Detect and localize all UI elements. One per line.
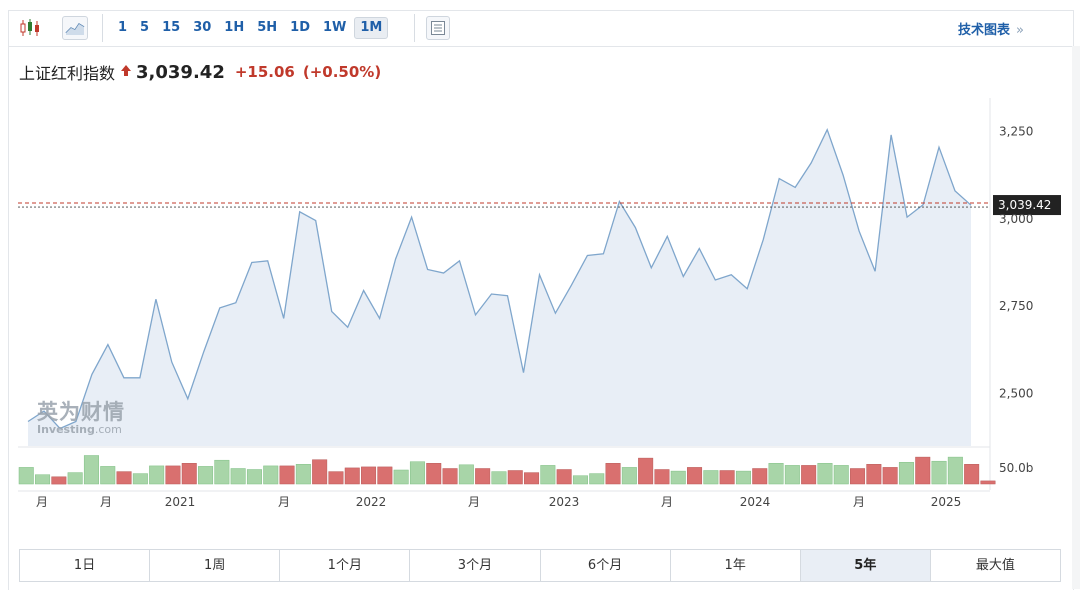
volume-bar: [166, 466, 181, 484]
volume-bar: [964, 464, 979, 484]
volume-bar: [215, 460, 230, 484]
volume-bar: [704, 471, 719, 485]
volume-bar: [133, 474, 148, 484]
volume-bar: [753, 469, 768, 485]
volume-axis-label: 50.0b: [999, 461, 1033, 475]
volume-bar: [736, 471, 751, 484]
volume-bar: [427, 463, 442, 484]
volume-bar: [68, 473, 83, 484]
volume-bar: [769, 463, 784, 484]
volume-bar: [557, 470, 572, 485]
volume-bar: [443, 469, 458, 485]
volume-bar: [981, 481, 996, 484]
volume-bar: [280, 466, 295, 484]
x-tick-label: 月: [468, 495, 480, 509]
volume-bar: [818, 463, 833, 484]
volume-bar: [541, 465, 556, 484]
volume-bar: [492, 472, 507, 484]
volume-bar: [231, 469, 246, 485]
volume-bar: [312, 460, 327, 484]
volume-bar: [345, 468, 360, 484]
x-tick-label: 2023: [549, 495, 580, 509]
volume-bar: [687, 467, 702, 484]
range-button[interactable]: 5年: [801, 550, 931, 581]
volume-bar: [475, 469, 490, 485]
watermark-en: Investing.com: [37, 423, 125, 436]
x-tick-label: 月: [100, 495, 112, 509]
volume-bar: [671, 471, 686, 484]
range-button[interactable]: 6个月: [541, 550, 671, 581]
volume-bar: [52, 477, 67, 484]
volume-bar: [459, 465, 474, 484]
volume-bar: [834, 465, 849, 484]
x-tick-label: 2021: [165, 495, 196, 509]
volume-bar: [361, 467, 376, 484]
volume-bar: [117, 472, 132, 484]
x-tick-label: 月: [853, 495, 865, 509]
range-button[interactable]: 3个月: [410, 550, 540, 581]
y-tick-label: 3,250: [999, 124, 1033, 138]
volume-bar: [573, 476, 588, 484]
watermark-cn: 英为财情: [37, 396, 125, 426]
volume-bar: [590, 474, 605, 484]
volume-bar: [622, 467, 637, 484]
last-price-tag-label: 3,039.42: [998, 198, 1051, 212]
investing-watermark-logo: 英为财情 Investing.com: [37, 396, 125, 436]
volume-bar: [720, 471, 735, 485]
volume-bar: [394, 470, 409, 484]
y-tick-label: 3,000: [999, 212, 1033, 226]
x-tick-label: 月: [36, 495, 48, 509]
volume-bar: [867, 464, 882, 484]
volume-bar: [638, 458, 653, 484]
volume-bar: [508, 471, 523, 485]
price-area-fill: [28, 130, 971, 446]
volume-bar: [801, 465, 816, 484]
x-tick-label: 月: [278, 495, 290, 509]
volume-bar: [932, 461, 947, 484]
range-button[interactable]: 1个月: [280, 550, 410, 581]
volume-bar: [101, 466, 116, 484]
volume-bar: [84, 456, 99, 485]
volume-bar: [247, 470, 262, 485]
x-tick-label: 2025: [931, 495, 962, 509]
volume-bar: [182, 463, 197, 484]
volume-bar: [19, 467, 34, 484]
volume-bar: [655, 470, 670, 485]
range-button[interactable]: 1周: [150, 550, 280, 581]
volume-bar: [785, 465, 800, 484]
volume-bar: [850, 469, 865, 485]
volume-bar: [948, 457, 963, 484]
volume-bar: [883, 467, 898, 484]
range-button[interactable]: 1日: [20, 550, 150, 581]
volume-bar: [606, 463, 621, 484]
x-tick-label: 2022: [356, 495, 387, 509]
volume-bar: [410, 462, 425, 484]
volume-bar: [35, 475, 50, 484]
range-button[interactable]: 1年: [671, 550, 801, 581]
volume-bar: [378, 467, 393, 484]
volume-bar: [329, 472, 344, 484]
y-tick-label: 2,750: [999, 299, 1033, 313]
volume-bar: [198, 466, 213, 484]
x-tick-label: 月: [661, 495, 673, 509]
volume-bar: [296, 464, 311, 484]
volume-bar: [149, 466, 164, 484]
volume-bar: [916, 457, 931, 484]
volume-bar: [264, 466, 279, 484]
volume-bar: [899, 462, 914, 484]
range-button[interactable]: 最大值: [931, 550, 1060, 581]
scrollbar-track[interactable]: [1072, 46, 1080, 589]
volume-bar: [524, 473, 539, 484]
x-tick-label: 2024: [740, 495, 771, 509]
y-tick-label: 2,500: [999, 387, 1033, 401]
